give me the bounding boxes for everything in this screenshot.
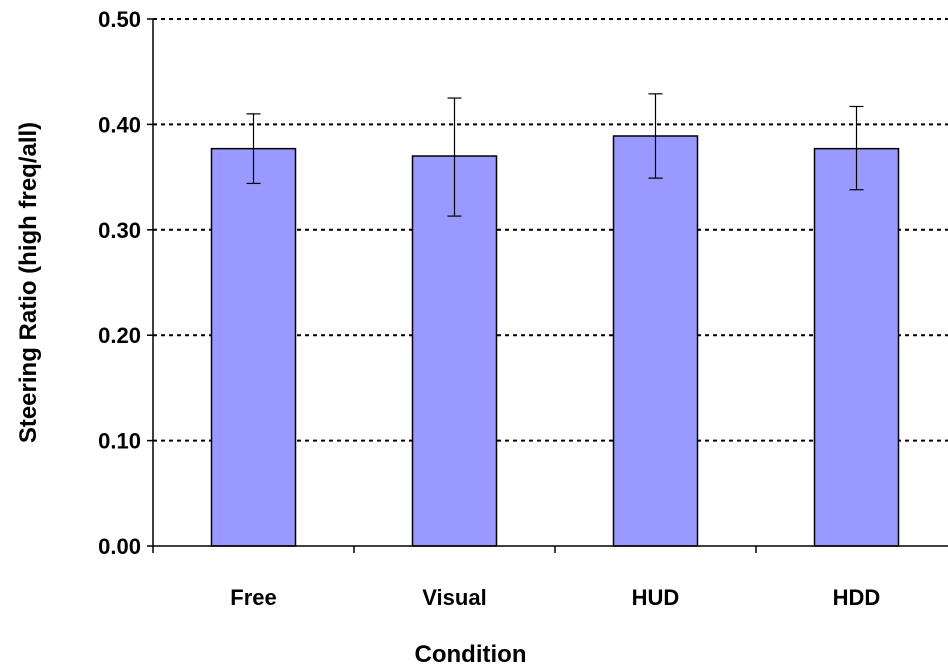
bar-hud	[612, 135, 699, 547]
error-bar-visual	[447, 97, 462, 217]
bar-hdd	[813, 147, 900, 547]
x-tick-label: Visual	[422, 585, 486, 610]
x-ticks: Free Visual HUD HDD	[152, 546, 881, 610]
x-tick-label: HUD	[632, 585, 680, 610]
y-axis-title: Steering Ratio (high freq/all)	[15, 122, 42, 443]
bar-free	[210, 147, 297, 547]
bar-visual	[411, 155, 498, 547]
y-tick-label: 0.50	[98, 7, 141, 32]
y-tick-label: 0.20	[98, 323, 141, 348]
error-bar-hdd	[849, 105, 864, 191]
x-axis-title: Condition	[415, 641, 527, 668]
x-tick-label: Free	[230, 585, 276, 610]
bars	[210, 135, 900, 547]
error-bar-hud	[648, 93, 663, 179]
y-tick-label: 0.30	[98, 218, 141, 243]
error-bars	[246, 93, 864, 217]
x-tick-label: HDD	[833, 585, 881, 610]
y-tick-label: 0.40	[98, 112, 141, 137]
y-tick-label: 0.10	[98, 429, 141, 454]
y-tick-label: 0.00	[98, 534, 141, 559]
error-bar-free	[246, 113, 261, 185]
y-ticks: 0.00 0.10 0.20 0.30 0.40 0.50	[98, 7, 153, 559]
